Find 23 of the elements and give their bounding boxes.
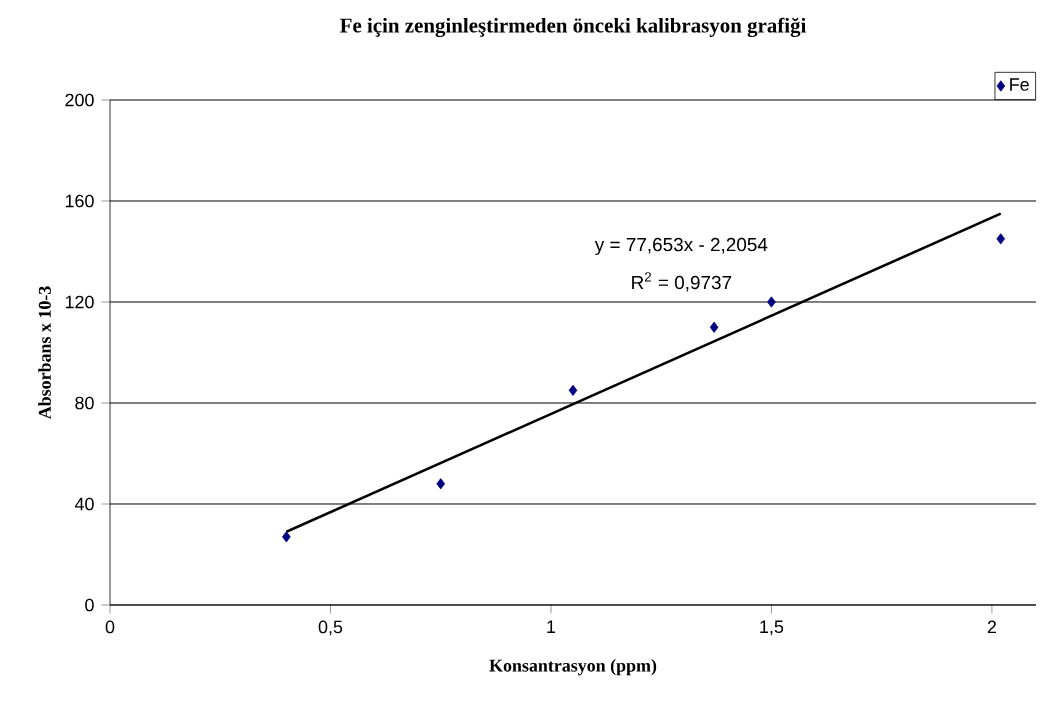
- x-tick-label: 0: [105, 620, 115, 634]
- x-tick-label: 2: [987, 620, 996, 634]
- y-tick-label: 40: [74, 497, 94, 511]
- y-tick-label: 80: [75, 396, 94, 410]
- legend-label: Fe: [1010, 78, 1029, 91]
- point: [568, 384, 578, 396]
- point: [996, 233, 1006, 245]
- y-tick-label: 200: [65, 93, 94, 107]
- annotation: R$^{2}$ = 0,9737: [632, 272, 732, 292]
- y-tick-label: 120: [65, 295, 94, 309]
- y-tick-label: 160: [65, 194, 94, 208]
- y-axis-title: Absorbans x 10-3: [38, 286, 51, 420]
- point: [282, 531, 291, 543]
- x-tick-label: 0,5: [318, 620, 343, 636]
- x-tick-label: 1: [547, 620, 556, 633]
- point: [709, 321, 719, 333]
- y-tick-label: 0: [85, 598, 94, 612]
- point: [767, 296, 776, 308]
- annotation: y = 77,653x - 2,2054: [594, 237, 768, 256]
- x-tick-label: 1,5: [760, 620, 784, 636]
- chart-title: Fe için zenginleştirmeden önceki kalibrasyon grafiği: [340, 17, 807, 38]
- point: [436, 478, 445, 490]
- x-axis-title: Konsantrasyon (ppm): [489, 659, 657, 676]
